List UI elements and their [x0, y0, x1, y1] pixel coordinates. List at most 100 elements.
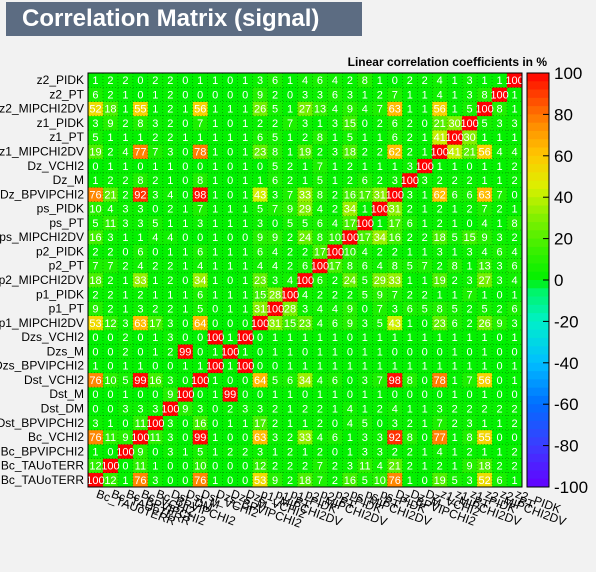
heatmap-cell — [432, 158, 448, 174]
heatmap-cell — [252, 329, 268, 345]
heatmap-cell — [432, 73, 448, 88]
cell-value-label: 0 — [496, 389, 502, 401]
heatmap-cell — [267, 387, 283, 402]
heatmap-cell — [387, 187, 403, 202]
cell-value-label: 6 — [272, 175, 278, 187]
heatmap-cell — [387, 87, 403, 102]
heatmap-cell — [192, 73, 209, 88]
cell-value-label: 9 — [467, 461, 473, 473]
heatmap-cell — [162, 230, 179, 245]
colorbar-segment — [527, 255, 549, 264]
heatmap-cell — [312, 372, 328, 388]
heatmap-cell — [342, 187, 358, 202]
heatmap-cell — [327, 344, 343, 359]
cell-value-label: 2 — [287, 246, 293, 258]
heatmap-cell — [492, 101, 508, 117]
heatmap-cell — [102, 201, 119, 217]
cell-value-label: 0 — [437, 389, 443, 401]
heatmap-cell — [88, 87, 104, 102]
heatmap-cell — [342, 215, 358, 231]
heatmap-cell — [88, 429, 104, 445]
cell-value-label: 7 — [392, 289, 398, 301]
heatmap-cell — [102, 444, 119, 459]
heatmap-cell — [312, 301, 328, 316]
heatmap-cell — [267, 458, 283, 474]
heatmap-cell — [297, 444, 313, 459]
heatmap-cell — [297, 158, 313, 174]
heatmap-cell — [162, 258, 179, 274]
cell-value-label: 33 — [299, 189, 311, 201]
heatmap-cell — [312, 230, 328, 245]
cell-value-label: 1 — [167, 161, 173, 173]
heatmap-cell — [342, 244, 358, 259]
cell-value-label: 4 — [377, 261, 383, 273]
heatmap-cell — [387, 201, 403, 217]
colorbar-segment — [527, 313, 549, 322]
cell-value-label: 3 — [92, 418, 98, 430]
heatmap-cell — [402, 444, 418, 459]
cell-value-label: 2 — [407, 147, 413, 159]
heatmap-cell — [237, 315, 253, 331]
heatmap-cell — [117, 87, 134, 102]
heatmap-cell — [327, 458, 343, 474]
heatmap-cell — [417, 187, 433, 202]
heatmap-cell — [372, 458, 388, 474]
heatmap-cell — [207, 73, 223, 88]
cell-value-label: 1 — [467, 261, 473, 273]
heatmap-cell — [492, 358, 508, 374]
heatmap-cell — [492, 130, 508, 145]
heatmap-cell — [342, 387, 358, 402]
cell-value-label: 3 — [122, 218, 128, 230]
cell-value-label: 0 — [182, 418, 188, 430]
heatmap-cell — [147, 287, 164, 302]
cell-value-label: 9 — [137, 446, 143, 458]
cell-value-label: 8 — [317, 189, 323, 201]
cell-value-label: 2 — [377, 175, 383, 187]
cell-value-label: 1 — [287, 75, 293, 87]
heatmap-cell — [162, 115, 179, 131]
heatmap-cell — [88, 372, 104, 388]
cell-value-label: 1 — [407, 275, 413, 287]
heatmap-cell — [132, 329, 149, 345]
heatmap-cell — [132, 172, 149, 188]
y-tick-label: z1_PT — [49, 130, 84, 144]
heatmap-cell — [267, 329, 283, 345]
heatmap-cell — [222, 372, 238, 388]
cell-value-label: 0 — [392, 75, 398, 87]
heatmap-cell — [177, 115, 194, 131]
cell-value-label: 1 — [287, 147, 293, 159]
cell-value-label: 2 — [467, 446, 473, 458]
cell-value-label: 0 — [182, 175, 188, 187]
heatmap-cell — [297, 101, 313, 117]
heatmap-cell — [162, 401, 179, 416]
cell-value-label: 0 — [302, 389, 308, 401]
heatmap-cell — [102, 415, 119, 431]
heatmap-cell — [327, 73, 343, 88]
heatmap-cell — [207, 244, 223, 259]
cell-value-label: 4 — [437, 446, 443, 458]
cell-value-label: 2 — [452, 275, 458, 287]
cell-value-label: 5 — [377, 318, 383, 330]
heatmap-cell — [147, 458, 164, 474]
heatmap-cell — [327, 258, 343, 274]
heatmap-cell — [402, 372, 418, 388]
heatmap-cell — [177, 372, 194, 388]
chart-title: Linear correlation coefficients in % — [347, 55, 547, 69]
heatmap-cell — [327, 429, 343, 445]
heatmap-cell — [327, 115, 343, 131]
cell-value-label: 1 — [227, 304, 233, 316]
heatmap-cell — [282, 329, 298, 345]
heatmap-cell — [177, 244, 194, 259]
cell-value-label: 7 — [317, 475, 323, 487]
heatmap-cell — [312, 358, 328, 374]
heatmap-cell — [297, 244, 313, 259]
heatmap-cell — [297, 372, 313, 388]
cell-value-label: 1 — [422, 246, 428, 258]
cell-value-label: 3 — [137, 304, 143, 316]
heatmap-cell — [177, 172, 194, 188]
cell-value-label: 1 — [437, 361, 443, 373]
heatmap-cell — [462, 215, 478, 231]
cell-value-label: 1 — [227, 246, 233, 258]
cell-value-label: 2 — [167, 89, 173, 101]
cell-value-label: 1 — [272, 346, 278, 358]
